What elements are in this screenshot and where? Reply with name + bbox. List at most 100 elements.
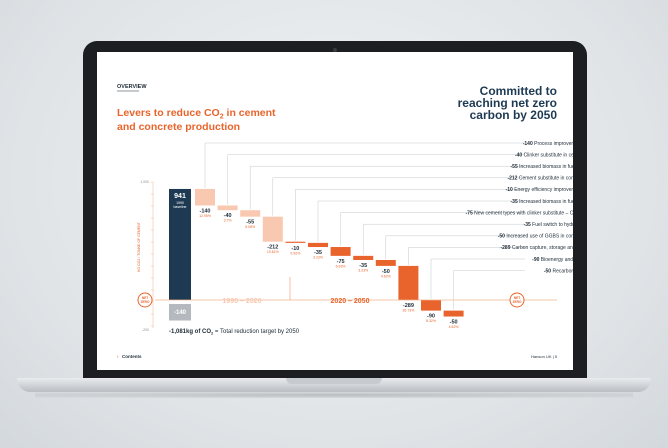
contents-chevron-icon[interactable]: ›: [117, 354, 119, 359]
residual-bar: [169, 304, 191, 321]
bar-value-label: -289: [403, 303, 414, 309]
waterfall-bar: [375, 259, 396, 266]
legend-item-text: Increased biomass in fuel mix: [518, 199, 573, 205]
bar-value-label: -35: [359, 263, 367, 269]
y-axis-ticks: [151, 181, 153, 327]
bar-value-label: -90: [427, 314, 435, 320]
legend-item-value: -140: [523, 141, 533, 147]
connector-line: [272, 177, 525, 216]
baseline-year-label: 1990: [176, 201, 184, 205]
legend-item: -10 Energy efficiency improvements: [506, 187, 573, 193]
bar-value-label: -50: [450, 320, 458, 326]
bar-value-label: -212: [267, 245, 278, 251]
legend-item-text: Recarbonation: [551, 268, 573, 274]
legend-item-text: Process improvements: [533, 141, 573, 147]
waterfall-bar: [285, 241, 306, 243]
legend-item-value: -212: [507, 176, 517, 182]
bar-percent-label: 3.23%: [358, 268, 368, 272]
legend-item-text: Increased use of GGBS in concrete: [505, 234, 573, 240]
net-zero-badge-left-line2: ZERO: [141, 300, 150, 304]
legend-item: -289 Carbon capture, storage and use: [500, 245, 573, 251]
connector-line: [295, 189, 525, 241]
legend-item: -90 Bioenergy and CCS: [532, 257, 573, 263]
y-axis-label: KG CO2 / TONNE OF CEMENT: [137, 221, 141, 272]
legend-item-value: -50: [498, 234, 505, 240]
bar-percent-label: 6.93%: [336, 264, 346, 268]
connector-line: [227, 154, 525, 205]
connector-line: [453, 270, 525, 310]
period-label-1990-2020: 1990 – 2020: [223, 298, 262, 305]
waterfall-bar: [398, 265, 419, 300]
waterfall-bar: [330, 247, 351, 256]
net-zero-badge-left-line1: NET: [142, 296, 148, 300]
connector-line: [408, 247, 525, 265]
legend-item: -35 Fuel switch to hydrogen: [524, 222, 573, 228]
bar-percent-label: 3.23%: [313, 256, 323, 260]
headline-line2: reaching net zero: [458, 96, 557, 110]
bar-percent-label: 26.73%: [402, 309, 414, 313]
legend-item: -212 Cement substitute in concrete: [507, 176, 573, 182]
baseline-sub-label: baseline: [173, 205, 186, 209]
y-tick-minus200: -200: [142, 328, 149, 332]
slide-title-line2: and concrete production: [117, 121, 240, 133]
legend-item-text: Carbon capture, storage and use: [511, 245, 574, 251]
legend-item-value: -75: [466, 210, 473, 216]
net-zero-badge-right: NET ZERO: [509, 292, 525, 308]
connector-line: [249, 165, 525, 210]
connector-line: [385, 235, 525, 259]
laptop-screen: OVERVIEW Levers to reduce CO2 in cement …: [97, 52, 573, 370]
legend-item-value: -90: [532, 257, 539, 263]
legend-item: -75 New cement types with clinker substi…: [466, 210, 574, 216]
legend-item-text: Energy efficiency improvements: [513, 187, 573, 193]
legend-item: -50 Recarbonation: [544, 268, 573, 274]
legend-item: -55 Increased biomass in fuel mix: [511, 164, 574, 170]
bar-value-label: -10: [291, 246, 299, 252]
webcam-dot: [333, 48, 337, 52]
legend-item-value: -40: [515, 152, 522, 158]
legend-item: -50 Increased use of GGBS in concrete: [498, 234, 573, 240]
slide-title-line1: Levers to reduce CO2 in cement: [117, 107, 276, 121]
connector-line: [362, 223, 525, 255]
bar-percent-label: 5.08%: [245, 225, 255, 229]
connector-line: [317, 200, 525, 242]
net-zero-badge-right-line1: NET: [514, 296, 520, 300]
legend-item-text: Cement substitute in concrete: [517, 176, 573, 182]
legend-item-text: Clinker substitute in cement: [522, 152, 573, 158]
legend-item: -140 Process improvements: [523, 141, 573, 147]
lever-legend: -140 Process improvements-40 Clinker sub…: [466, 141, 574, 275]
legend-item-value: -55: [511, 164, 518, 170]
laptop-base: [17, 378, 651, 392]
waterfall-bar: [421, 300, 441, 311]
legend-item-text: Increased biomass in fuel mix: [518, 164, 573, 170]
bar-value-label: -75: [337, 259, 345, 265]
waterfall-bar: [240, 210, 261, 217]
connector-line: [430, 258, 525, 299]
bar-value-label: -140: [199, 208, 210, 214]
legend-item-text: New cement types with clinker substitute…: [473, 210, 573, 216]
baseline-value-label: 941: [174, 193, 186, 200]
footer-page: Hanson UK | 5: [531, 354, 558, 359]
bar-percent-label: 0.92%: [290, 251, 300, 255]
headline-line1: Committed to: [480, 84, 557, 98]
waterfall-bar: [353, 255, 374, 260]
bar-percent-label: 3.7%: [224, 219, 232, 223]
footer-contents-link[interactable]: Contents: [122, 354, 142, 359]
waterfall-bar: [308, 242, 328, 248]
waterfall-bar: [217, 205, 238, 211]
bar-value-label: -35: [314, 250, 322, 256]
laptop-shadow: [35, 392, 633, 398]
legend-item-value: -10: [506, 187, 513, 193]
bar-value-label: -40: [224, 213, 232, 219]
waterfall-bar: [195, 188, 215, 206]
legend-item-text: Bioenergy and CCS: [539, 257, 573, 263]
waterfall-chart: OVERVIEW Levers to reduce CO2 in cement …: [117, 84, 574, 359]
bar-percent-label: 12.95%: [199, 214, 211, 218]
bar-value-label: -50: [382, 269, 390, 275]
headline-line3: carbon by 2050: [470, 108, 558, 122]
legend-item: -35 Increased biomass in fuel mix: [511, 199, 574, 205]
legend-item-value: -289: [500, 245, 510, 251]
bar-percent-label: 4.62%: [381, 274, 391, 278]
period-label-2020-2050: 2020 – 2050: [331, 298, 370, 305]
connector-line: [340, 212, 525, 247]
